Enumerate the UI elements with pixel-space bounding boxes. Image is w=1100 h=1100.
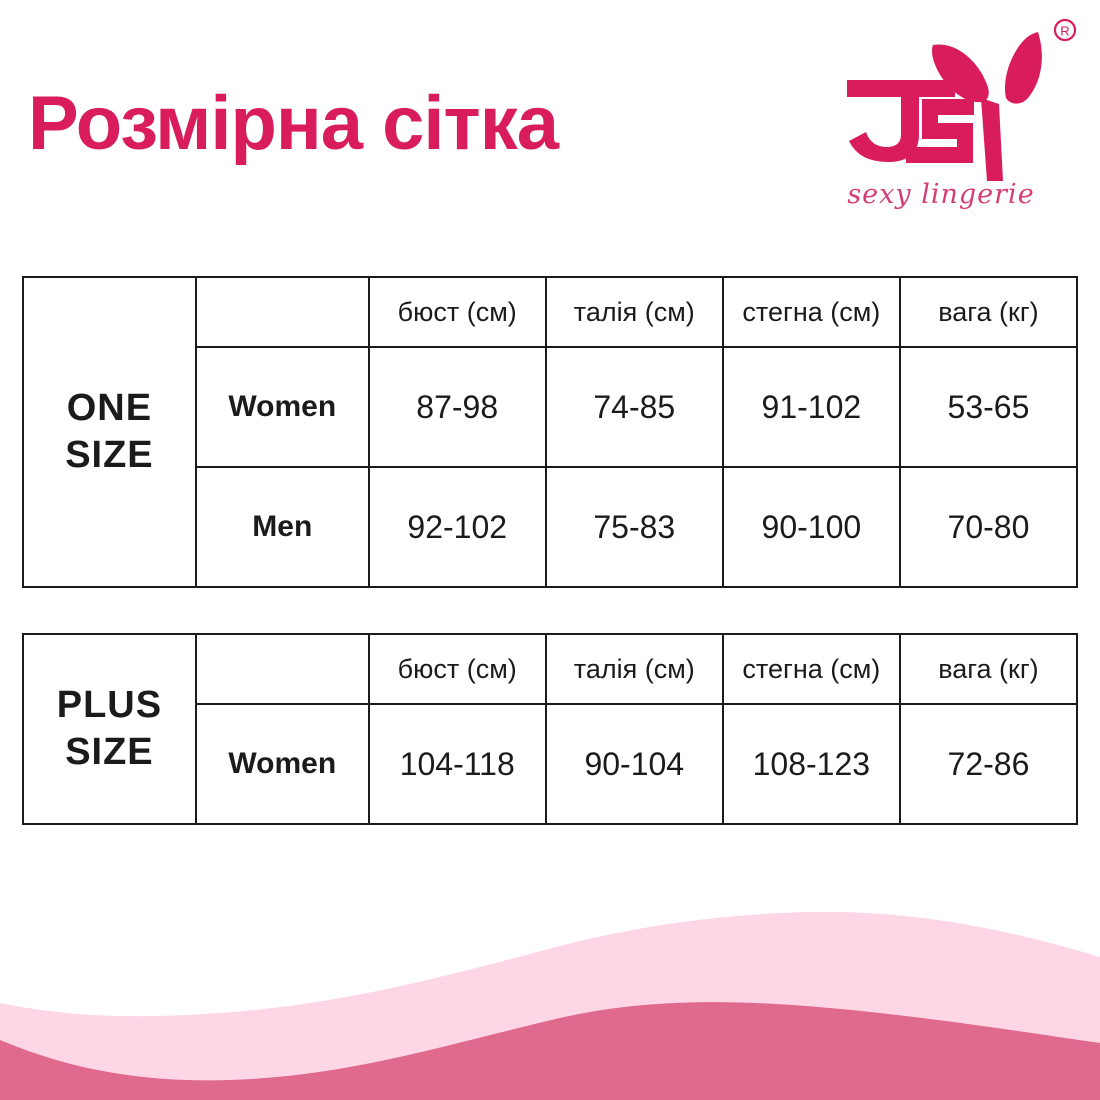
table-row: ONE SIZE бюст (см) талія (см) стегна (см… <box>22 276 1079 588</box>
bottom-waves <box>0 911 1100 1100</box>
column-header-weight: вага (кг) <box>898 633 1079 705</box>
size-label-line: PLUS <box>56 683 163 726</box>
value-bust: 104-118 <box>367 703 547 825</box>
column-header-bust: бюст (см) <box>367 276 547 348</box>
logo-letter-j <box>847 80 955 162</box>
size-label-line: ONE <box>66 386 153 429</box>
table-row: Women 87-98 74-85 91-102 53-65 <box>23 346 1079 468</box>
logo-letter-y-stem <box>981 98 1003 181</box>
row-label-women: Women <box>194 703 370 825</box>
row-label-women: Women <box>194 346 370 468</box>
column-header-waist: талія (см) <box>544 276 724 348</box>
value-hips: 108-123 <box>721 703 901 825</box>
registered-mark-circle <box>1053 18 1077 42</box>
logo-leaf-left <box>932 44 989 103</box>
empty-header-cell <box>194 276 370 348</box>
value-weight: 70-80 <box>898 466 1079 588</box>
registered-mark-letter: R <box>1060 24 1069 39</box>
value-waist: 74-85 <box>544 346 724 468</box>
table-row: Men 92-102 75-83 90-100 70-80 <box>23 466 1079 588</box>
column-header-hips: стегна (см) <box>721 276 901 348</box>
column-header-waist: талія (см) <box>544 633 724 705</box>
page-title: Розмірна сітка <box>28 81 559 166</box>
value-hips: 91-102 <box>721 346 901 468</box>
column-header-weight: вага (кг) <box>898 276 1079 348</box>
value-weight: 72-86 <box>898 703 1079 825</box>
column-header-bust: бюст (см) <box>367 633 547 705</box>
jsy-logo: R sexy lingerie <box>847 18 1077 210</box>
logo-tagline: sexy lingerie <box>847 179 1034 210</box>
size-label-line: SIZE <box>65 731 154 773</box>
logo-leaf-right <box>1004 32 1042 104</box>
table-row: Women 104-118 90-104 108-123 72-86 <box>23 703 1079 825</box>
logo-letter-s <box>906 99 974 163</box>
one-size-table: ONE SIZE бюст (см) талія (см) стегна (см… <box>22 276 1079 588</box>
table-row: PLUS SIZE бюст (см) талія (см) стегна (с… <box>22 633 1079 825</box>
empty-header-cell <box>194 633 370 705</box>
row-label-men: Men <box>194 466 370 588</box>
value-weight: 53-65 <box>898 346 1079 468</box>
value-bust: 92-102 <box>367 466 547 588</box>
plus-size-table: PLUS SIZE бюст (см) талія (см) стегна (с… <box>22 633 1079 825</box>
size-label-line: SIZE <box>65 434 154 476</box>
value-hips: 90-100 <box>721 466 901 588</box>
wave-dark-pink <box>0 1002 1100 1100</box>
column-header-hips: стегна (см) <box>721 633 901 705</box>
value-waist: 75-83 <box>544 466 724 588</box>
one-size-label-cell: ONE SIZE <box>22 276 197 588</box>
plus-size-label-cell: PLUS SIZE <box>22 633 197 825</box>
value-waist: 90-104 <box>544 703 724 825</box>
value-bust: 87-98 <box>367 346 547 468</box>
